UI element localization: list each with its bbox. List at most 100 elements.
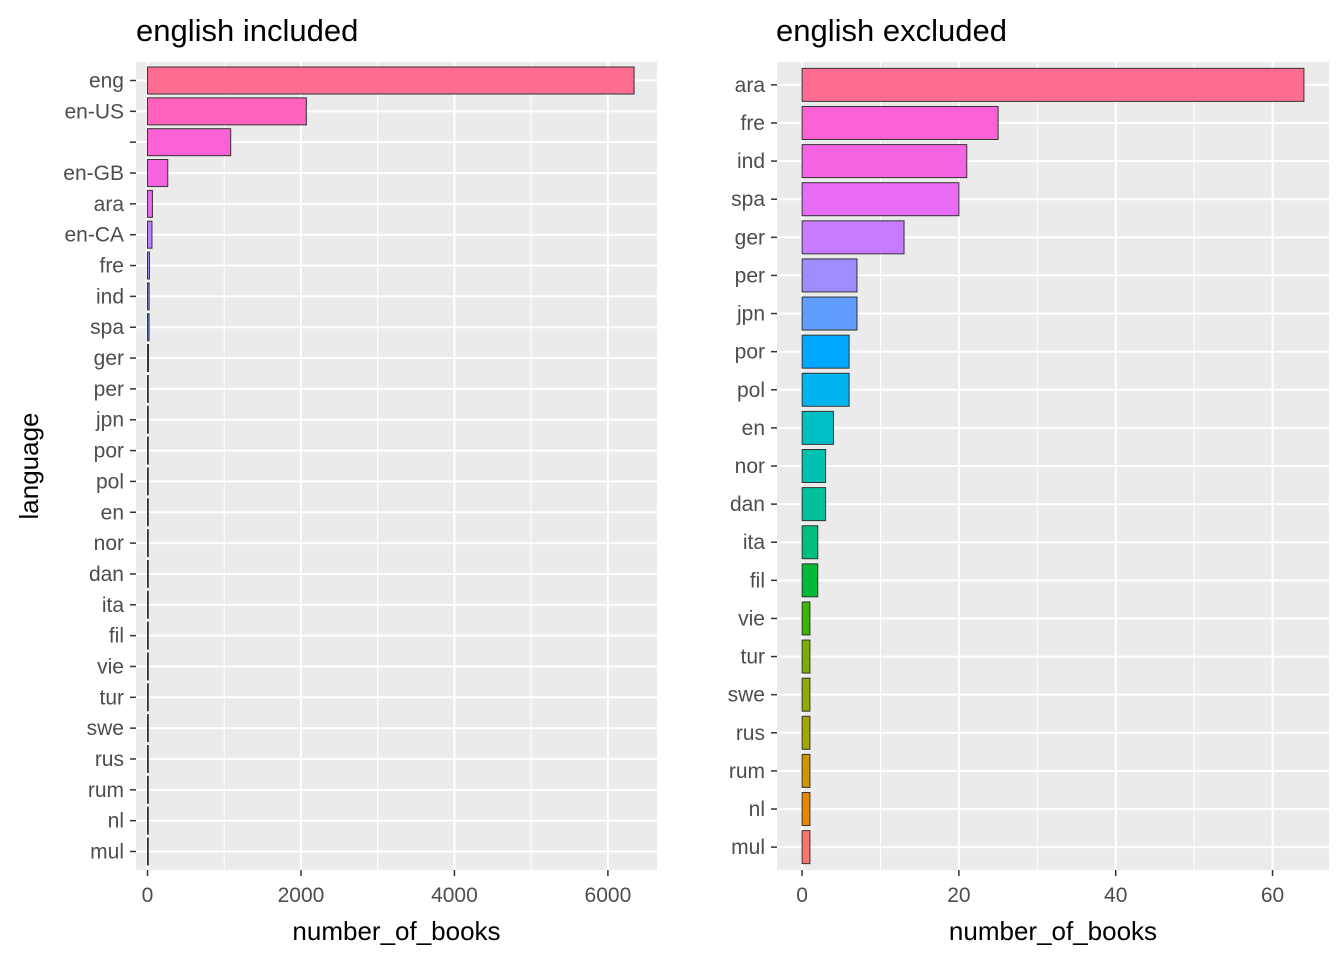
x-axis-title: number_of_books (949, 916, 1157, 946)
bar-ger (801, 220, 905, 255)
bar-ger (147, 344, 150, 373)
bar-ita (147, 590, 149, 619)
chart-panel-1: eng en-US en-GB ara en-CA fre ind spa ger per jpn p… (14, 13, 657, 946)
bar-ara (147, 189, 153, 218)
y-tick-label: fre (740, 112, 765, 135)
bar-spa (147, 313, 150, 342)
bar-por (801, 334, 850, 369)
y-tick-label: ind (96, 285, 124, 308)
y-tick-label: nl (108, 810, 124, 833)
x-tick-label: 0 (142, 884, 154, 907)
bar-tur (147, 683, 149, 712)
y-tick-label: ara (735, 74, 766, 97)
y-tick-label: vie (738, 607, 765, 630)
chart-title: english excluded (776, 13, 1007, 48)
y-tick-label: fil (109, 625, 124, 648)
y-tick-label: dan (89, 563, 124, 586)
y-tick-label: jpn (95, 409, 124, 432)
bar-fil (147, 621, 149, 650)
bar-ara (801, 67, 1305, 102)
bar-dan (801, 487, 827, 522)
bar-jpn (801, 296, 858, 331)
bar-dan (147, 559, 149, 588)
bar-en-CA (147, 220, 153, 249)
bar-en (147, 498, 149, 527)
bar-nor (801, 449, 827, 483)
bar-ind (147, 282, 150, 311)
y-tick-label: en-US (64, 100, 124, 123)
y-tick-label: ger (94, 347, 124, 370)
y-tick-label: tur (99, 686, 124, 709)
y-tick-label: vie (97, 655, 124, 678)
y-tick-label: en-GB (63, 162, 124, 185)
y-tick-label: pol (96, 470, 124, 493)
chart-title: english included (136, 13, 358, 48)
y-tick-label: nl (749, 798, 765, 821)
y-tick-label: ara (94, 193, 125, 216)
x-tick-label: 4000 (431, 884, 478, 907)
x-tick-label: 60 (1261, 884, 1284, 907)
y-tick-label: en (742, 417, 765, 440)
bar-swe (801, 677, 811, 712)
y-tick-label: nor (735, 455, 765, 478)
x-tick-label: 0 (796, 884, 808, 907)
y-tick-label: por (94, 440, 124, 463)
y-tick-label: spa (90, 316, 124, 339)
bar-pol (147, 467, 149, 496)
x-axis-title: number_of_books (292, 916, 500, 946)
y-tick-label: fre (99, 255, 124, 278)
bar-eng (147, 66, 635, 95)
y-tick-label: swe (728, 684, 765, 707)
bar-blank (147, 128, 232, 157)
bar-spa (801, 182, 960, 217)
bar-en-US (147, 97, 307, 126)
y-tick-label: fil (750, 569, 765, 592)
y-tick-label: nor (94, 532, 124, 555)
y-axis-title: language (14, 413, 44, 520)
bar-fil (801, 563, 819, 598)
bar-per (147, 374, 149, 403)
x-tick-label: 2000 (278, 884, 325, 907)
y-tick-label: en (101, 501, 124, 524)
bar-nor (147, 529, 149, 558)
x-tick-label: 6000 (585, 884, 632, 907)
x-tick-label: 20 (947, 884, 970, 907)
bar-swe (147, 714, 149, 743)
y-tick-label: rus (95, 748, 124, 771)
y-tick-label: swe (87, 717, 124, 740)
y-tick-label: mul (731, 836, 765, 859)
bar-por (147, 436, 149, 465)
panel-background (136, 62, 657, 870)
bar-fre (147, 251, 150, 280)
bar-jpn (147, 405, 149, 434)
y-tick-label: tur (740, 646, 765, 669)
chart-panel-2: ara fre ind spa ger per jpn por pol en nor dan ita fi… (728, 13, 1329, 946)
bar-fre (801, 105, 999, 140)
bar-rus (147, 744, 149, 773)
bar-vie (801, 601, 811, 636)
x-tick-label: 40 (1104, 884, 1127, 907)
y-tick-label: ind (737, 150, 765, 173)
bar-nl (147, 806, 149, 835)
bar-en-GB (147, 159, 169, 188)
bar-mul (147, 837, 149, 866)
bar-pol (801, 372, 850, 407)
bar-vie (147, 652, 149, 681)
y-tick-label: ita (743, 531, 766, 554)
y-tick-label: pol (737, 379, 765, 402)
y-tick-label: rum (729, 760, 765, 783)
y-tick-label: per (735, 264, 765, 287)
bar-rus (801, 715, 811, 750)
bar-tur (801, 639, 811, 674)
y-tick-label: per (94, 378, 124, 401)
y-tick-label: jpn (736, 303, 765, 326)
y-tick-label: en-CA (64, 224, 124, 247)
bar-ita (801, 525, 819, 560)
y-tick-label: rus (736, 722, 765, 745)
y-tick-label: spa (731, 188, 765, 211)
bar-nl (801, 792, 811, 827)
y-tick-label: ger (735, 226, 765, 249)
bar-en (801, 410, 834, 445)
bar-rum (801, 753, 811, 788)
